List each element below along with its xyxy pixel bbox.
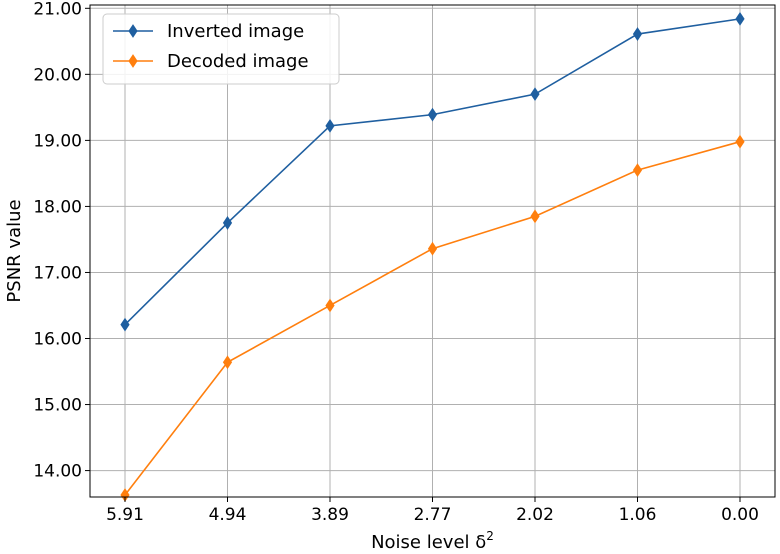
- x-axis-label-text: Noise level δ: [371, 532, 486, 553]
- data-point: [325, 118, 335, 133]
- legend-box: [102, 13, 340, 85]
- data-point: [427, 107, 438, 122]
- data-point: [632, 27, 643, 41]
- data-point: [427, 241, 438, 256]
- x-tick-label: 2.77: [414, 505, 452, 525]
- y-tick-label: 17.00: [33, 263, 82, 283]
- data-point: [735, 11, 745, 26]
- data-point: [222, 216, 233, 230]
- legend-label: Inverted image: [167, 21, 304, 42]
- series-2: [120, 134, 745, 502]
- legend-marker: [128, 24, 138, 38]
- x-tick-label: 0.00: [721, 505, 759, 525]
- x-axis-label: Noise level δ2: [371, 529, 494, 553]
- x-tick-label: 5.91: [106, 505, 144, 525]
- data-point: [530, 87, 540, 102]
- series-layer: [120, 11, 745, 502]
- y-tick-label: 19.00: [33, 131, 82, 151]
- y-tick-label: 15.00: [33, 396, 82, 416]
- legend: Inverted image Decoded image: [102, 13, 340, 85]
- legend-marker: [128, 54, 138, 68]
- legend-item: Decoded image: [113, 51, 309, 72]
- data-point: [120, 317, 130, 332]
- data-point: [735, 134, 745, 149]
- y-axis-label: PSNR value: [4, 199, 25, 302]
- y-tick-label: 16.00: [33, 330, 82, 350]
- data-point: [632, 163, 643, 178]
- grid-lines: [90, 5, 775, 497]
- series-1: [120, 11, 745, 332]
- y-tick-label: 21.00: [33, 0, 82, 19]
- x-tick-label: 1.06: [619, 505, 657, 525]
- legend-label: Decoded image: [167, 51, 309, 72]
- legend-item: Inverted image: [113, 21, 304, 42]
- data-point: [530, 209, 540, 224]
- axis-ticks: 5.91 4.94 3.89 2.77 2.02 1.06 0.00 14.00 15.00 16…: [33, 0, 759, 525]
- x-tick-label: 3.89: [311, 505, 349, 525]
- y-tick-label: 20.00: [33, 65, 82, 85]
- y-tick-label: 14.00: [33, 462, 82, 482]
- x-tick-label: 4.94: [209, 505, 247, 525]
- data-point: [222, 355, 233, 370]
- x-axis-label-superscript: 2: [486, 529, 494, 543]
- y-tick-label: 18.00: [33, 197, 82, 217]
- x-tick-label: 2.02: [516, 505, 554, 525]
- data-point: [325, 298, 335, 313]
